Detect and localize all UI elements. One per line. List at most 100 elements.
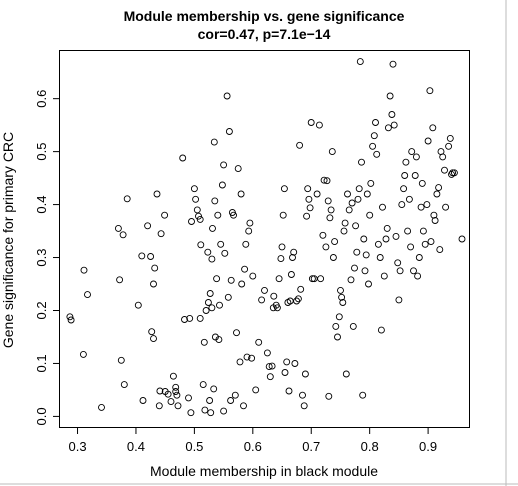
data-point <box>237 190 245 198</box>
data-point <box>339 299 347 306</box>
data-point <box>436 246 444 254</box>
data-point <box>347 276 355 284</box>
data-point <box>296 141 304 149</box>
data-point <box>231 391 239 399</box>
data-point <box>377 326 385 334</box>
data-point <box>270 292 278 300</box>
data-point <box>401 172 409 179</box>
data-point <box>386 92 394 100</box>
data-point <box>241 265 249 273</box>
data-point <box>202 307 210 314</box>
data-point <box>265 363 273 371</box>
data-point <box>334 333 341 341</box>
x-tick-label: 0.4 <box>127 439 145 454</box>
data-point <box>349 322 357 330</box>
data-point <box>424 137 432 145</box>
data-point <box>155 402 163 410</box>
data-point <box>363 190 371 198</box>
data-point <box>211 197 219 205</box>
data-point <box>442 203 450 211</box>
data-point <box>119 231 127 239</box>
data-point <box>150 335 157 343</box>
data-point <box>208 304 216 312</box>
data-point <box>263 349 271 357</box>
data-point <box>117 356 125 364</box>
data-point <box>79 350 87 358</box>
data-point <box>134 301 142 309</box>
data-point <box>161 211 169 219</box>
data-point <box>207 409 215 417</box>
data-point <box>185 394 192 402</box>
data-point <box>415 254 423 261</box>
data-point <box>317 275 325 283</box>
data-point <box>398 201 406 209</box>
y-tick-label: 0.6 <box>34 90 49 108</box>
data-point <box>174 402 182 410</box>
data-point <box>283 358 291 366</box>
data-point <box>246 219 254 227</box>
data-point <box>173 391 181 399</box>
data-point <box>408 148 416 156</box>
data-point <box>255 338 263 346</box>
data-point <box>323 177 331 185</box>
data-point <box>187 409 195 417</box>
data-point <box>367 179 375 187</box>
data-point <box>370 132 378 140</box>
data-point <box>445 142 453 150</box>
data-point <box>190 185 198 193</box>
data-point <box>361 267 369 275</box>
data-point <box>430 211 438 219</box>
data-point <box>227 276 235 284</box>
data-point <box>423 201 431 209</box>
data-point <box>197 241 205 249</box>
data-point <box>279 211 287 219</box>
data-point <box>230 211 237 219</box>
data-point <box>332 322 340 330</box>
data-point <box>369 142 377 150</box>
data-point <box>299 391 306 399</box>
data-point <box>365 280 372 288</box>
data-point <box>353 248 361 256</box>
data-point <box>335 313 343 321</box>
data-point <box>380 272 388 280</box>
x-tick-label: 0.3 <box>68 439 86 454</box>
data-point <box>301 370 309 378</box>
data-point <box>195 212 202 220</box>
data-point <box>354 195 362 203</box>
data-point <box>396 267 404 275</box>
data-point <box>214 211 222 219</box>
data-point <box>417 203 425 211</box>
data-point <box>338 293 346 301</box>
chart-subtitle: cor=0.47, p=7.1e−14 <box>198 26 331 42</box>
x-tick-label: 0.9 <box>419 439 437 454</box>
data-point <box>278 243 286 251</box>
data-point <box>293 297 301 305</box>
data-point <box>204 248 212 256</box>
x-tick-label: 0.6 <box>244 439 262 454</box>
data-point <box>372 119 379 126</box>
data-point <box>243 353 251 361</box>
data-point <box>220 161 228 169</box>
data-point <box>313 190 321 198</box>
data-point <box>242 240 250 248</box>
data-point <box>280 185 288 193</box>
y-tick-label: 0.3 <box>34 248 49 266</box>
data-point <box>325 392 333 400</box>
data-point <box>213 275 221 283</box>
data-point <box>181 316 188 323</box>
data-point <box>98 403 105 411</box>
y-tick-label: 0.2 <box>34 301 49 319</box>
data-point <box>66 313 74 321</box>
chart-title: Module membership vs. gene significance <box>124 8 405 24</box>
data-point <box>287 271 295 278</box>
data-point <box>359 391 367 399</box>
data-point <box>402 158 410 166</box>
data-point <box>419 227 427 235</box>
data-point <box>268 362 276 370</box>
data-point <box>206 397 214 404</box>
data-point <box>290 248 298 256</box>
data-point <box>67 316 75 324</box>
data-point <box>431 217 439 224</box>
data-point <box>441 166 448 174</box>
data-point <box>153 190 161 198</box>
